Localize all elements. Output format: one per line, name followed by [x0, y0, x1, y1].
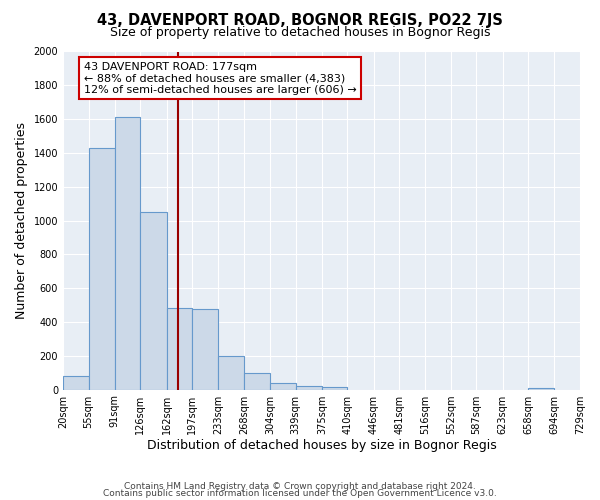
Bar [270, 383, 296, 390]
Bar [192, 310, 218, 390]
Bar [244, 372, 270, 390]
Bar [140, 212, 167, 390]
Bar [322, 387, 347, 390]
Bar [167, 308, 192, 390]
Bar [296, 386, 322, 390]
X-axis label: Distribution of detached houses by size in Bognor Regis: Distribution of detached houses by size … [146, 440, 496, 452]
Text: Size of property relative to detached houses in Bognor Regis: Size of property relative to detached ho… [110, 26, 490, 39]
Text: 43, DAVENPORT ROAD, BOGNOR REGIS, PO22 7JS: 43, DAVENPORT ROAD, BOGNOR REGIS, PO22 7… [97, 12, 503, 28]
Text: Contains HM Land Registry data © Crown copyright and database right 2024.: Contains HM Land Registry data © Crown c… [124, 482, 476, 491]
Bar [115, 118, 140, 390]
Text: 43 DAVENPORT ROAD: 177sqm
← 88% of detached houses are smaller (4,383)
12% of se: 43 DAVENPORT ROAD: 177sqm ← 88% of detac… [84, 62, 356, 95]
Y-axis label: Number of detached properties: Number of detached properties [15, 122, 28, 319]
Text: Contains public sector information licensed under the Open Government Licence v3: Contains public sector information licen… [103, 490, 497, 498]
Bar [218, 356, 244, 390]
Bar [528, 388, 554, 390]
Bar [63, 376, 89, 390]
Bar [89, 148, 115, 390]
